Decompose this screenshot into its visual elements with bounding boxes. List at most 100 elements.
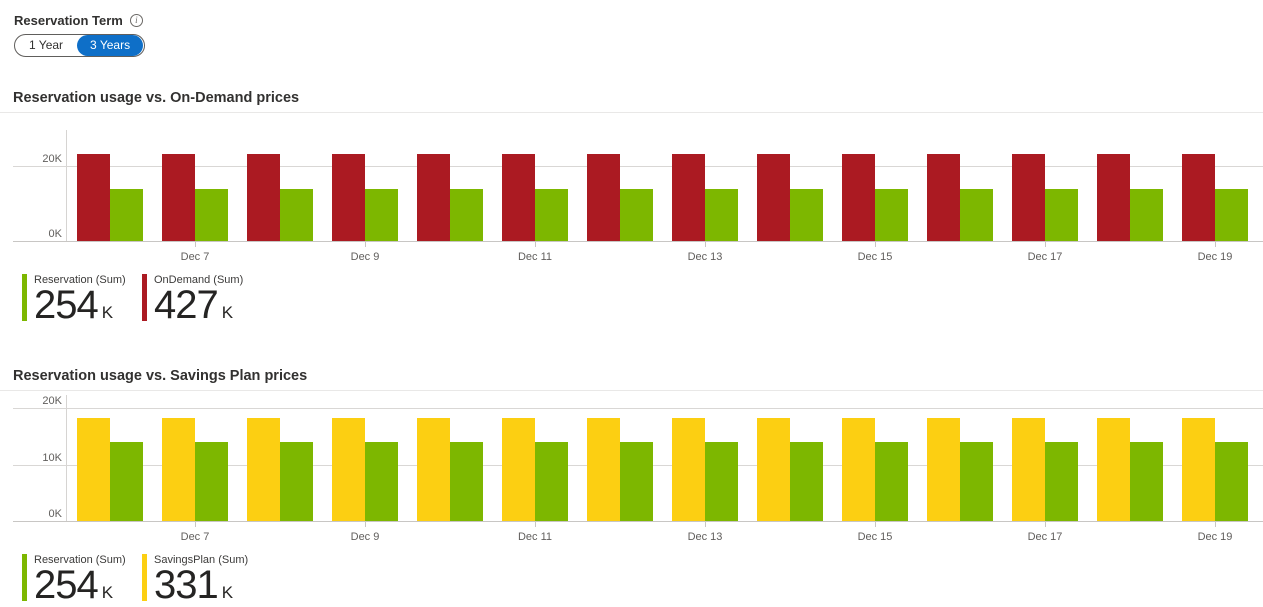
toggle-option-1-year[interactable]: 1 Year: [15, 35, 77, 56]
reservation-bar[interactable]: [1045, 442, 1078, 522]
ondemand-bar[interactable]: [1012, 153, 1045, 242]
on-demand-chart-section: Reservation usage vs. On-Demand prices 0…: [0, 90, 1263, 325]
ondemand-bar[interactable]: [587, 153, 620, 242]
title-divider: [0, 112, 1263, 113]
reservation-bar[interactable]: [1130, 442, 1163, 522]
savingsplan-bar[interactable]: [672, 418, 705, 522]
ondemand-bar[interactable]: [77, 153, 110, 242]
legend-item-reservation[interactable]: Reservation (Sum) 254 K: [22, 274, 142, 325]
reservation-bar[interactable]: [365, 442, 398, 522]
ondemand-bar[interactable]: [332, 153, 365, 242]
gridline: [13, 166, 1263, 168]
legend-text: SavingsPlan (Sum) 331 K: [154, 554, 249, 607]
savingsplan-bar[interactable]: [1012, 418, 1045, 522]
reservation-bar[interactable]: [195, 442, 228, 522]
legend-item-savingsplan[interactable]: SavingsPlan (Sum) 331 K: [142, 554, 262, 607]
x-tick-label: Dec 19: [1197, 251, 1233, 263]
on-demand-chart-title: Reservation usage vs. On-Demand prices: [13, 90, 300, 106]
legend-label: OnDemand (Sum): [154, 274, 244, 286]
reservation-bar[interactable]: [790, 189, 823, 242]
savingsplan-bar[interactable]: [502, 418, 535, 522]
y-axis-label: 20K: [42, 395, 62, 408]
x-tick: [875, 242, 876, 247]
x-tick: [1215, 242, 1216, 247]
savingsplan-bar[interactable]: [162, 418, 195, 522]
x-tick-label: Dec 17: [1027, 531, 1063, 543]
legend-text: Reservation (Sum) 254 K: [34, 554, 126, 607]
x-axis-baseline: [13, 521, 1263, 522]
reservation-bar[interactable]: [1215, 442, 1248, 522]
reservation-bar[interactable]: [705, 442, 738, 522]
legend-label: SavingsPlan (Sum): [154, 554, 249, 566]
ondemand-bar[interactable]: [162, 153, 195, 242]
reservation-bar[interactable]: [195, 189, 228, 242]
x-tick: [875, 522, 876, 527]
savingsplan-bar[interactable]: [417, 418, 450, 522]
savingsplan-bar[interactable]: [927, 418, 960, 522]
gridline: [13, 408, 1263, 410]
ondemand-bar[interactable]: [842, 153, 875, 242]
legend-text: OnDemand (Sum) 427 K: [154, 274, 244, 325]
y-axis-line: [66, 130, 67, 242]
toggle-option-3-years[interactable]: 3 Years: [77, 35, 144, 56]
reservation-bar[interactable]: [110, 442, 143, 522]
legend-value: 331 K: [154, 563, 248, 607]
savings-plan-chart-section: Reservation usage vs. Savings Plan price…: [0, 368, 1263, 607]
savingsplan-bar[interactable]: [757, 418, 790, 522]
reservation-bar[interactable]: [620, 442, 653, 522]
legend-unit: K: [101, 303, 114, 322]
savingsplan-bar[interactable]: [1182, 418, 1215, 522]
ondemand-bar[interactable]: [247, 153, 280, 242]
ondemand-bar[interactable]: [502, 153, 535, 242]
legend-value: 427 K: [154, 285, 243, 325]
reservation-bar[interactable]: [535, 442, 568, 522]
reservation-bar[interactable]: [875, 189, 908, 242]
info-icon[interactable]: i: [129, 13, 143, 27]
ondemand-bar[interactable]: [417, 153, 450, 242]
x-tick: [1045, 522, 1046, 527]
x-tick-label: Dec 15: [857, 251, 893, 263]
ondemand-bar[interactable]: [1097, 153, 1130, 242]
reservation-bar[interactable]: [1130, 189, 1163, 242]
legend-number: 331: [154, 563, 219, 607]
reservation-bar[interactable]: [960, 189, 993, 242]
ondemand-bar[interactable]: [672, 153, 705, 242]
ondemand-bar[interactable]: [757, 153, 790, 242]
x-tick: [535, 522, 536, 527]
reservation-bar[interactable]: [1215, 189, 1248, 242]
reservation-bar[interactable]: [110, 189, 143, 242]
savingsplan-bar[interactable]: [842, 418, 875, 522]
legend-label: Reservation (Sum): [34, 554, 126, 566]
reservation-bar[interactable]: [705, 189, 738, 242]
reservation-bar[interactable]: [875, 442, 908, 522]
savings-plan-chart-legend: Reservation (Sum) 254 K SavingsPlan (Sum…: [22, 554, 1263, 607]
reservation-bar[interactable]: [790, 442, 823, 522]
x-tick-label: Dec 9: [350, 531, 380, 543]
x-tick: [535, 242, 536, 247]
legend-number: 254: [34, 563, 99, 607]
savingsplan-bar[interactable]: [247, 418, 280, 522]
ondemand-bar[interactable]: [927, 153, 960, 242]
savingsplan-bar[interactable]: [332, 418, 365, 522]
reservation-bar[interactable]: [365, 189, 398, 242]
reservation-bar[interactable]: [280, 442, 313, 522]
y-axis-line: [66, 395, 67, 522]
x-tick-label: Dec 11: [517, 531, 553, 543]
legend-item-ondemand[interactable]: OnDemand (Sum) 427 K: [142, 274, 262, 325]
legend-item-reservation[interactable]: Reservation (Sum) 254 K: [22, 554, 142, 607]
savingsplan-bar[interactable]: [1097, 418, 1130, 522]
ondemand-bar[interactable]: [1182, 153, 1215, 242]
reservation-bar[interactable]: [450, 189, 483, 242]
reservation-bar[interactable]: [620, 189, 653, 242]
reservation-bar[interactable]: [535, 189, 568, 242]
reservation-bar[interactable]: [960, 442, 993, 522]
reservation-bar[interactable]: [1045, 189, 1078, 242]
savingsplan-bar[interactable]: [587, 418, 620, 522]
x-tick: [195, 522, 196, 527]
savings-plan-bar-chart: 0K 10K 20K: [0, 395, 1263, 522]
legend-color-bar-ondemand: [142, 274, 147, 321]
y-axis-label: 0K: [48, 508, 62, 520]
savingsplan-bar[interactable]: [77, 418, 110, 522]
reservation-bar[interactable]: [280, 189, 313, 242]
reservation-bar[interactable]: [450, 442, 483, 522]
